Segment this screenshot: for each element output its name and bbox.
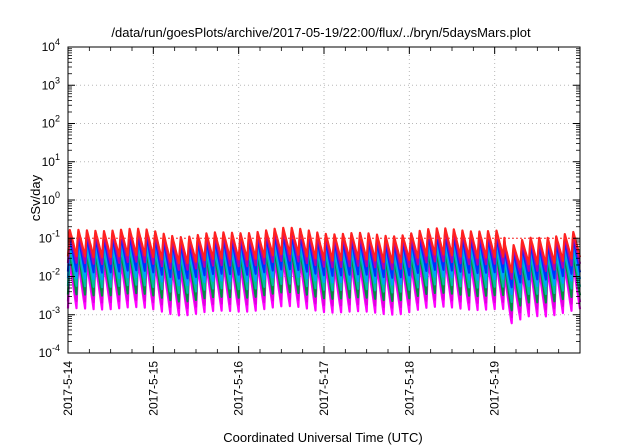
y-tick-label-exponent: 1: [55, 152, 60, 162]
y-tick-label-exponent: 4: [55, 37, 60, 47]
series-line: [66, 248, 582, 312]
x-tick-label: 2017-5-16: [232, 361, 246, 416]
y-axis-label: cSv/day: [28, 174, 43, 221]
plot-frame: [67, 46, 581, 354]
axes: 10-410-310-210-11001011021031042017-5-14…: [39, 37, 581, 416]
y-tick-label-exponent: -1: [52, 228, 60, 238]
x-tick-label: 2017-5-19: [488, 361, 502, 416]
y-tick-label: 10-1: [39, 228, 60, 245]
series-line: [66, 238, 582, 296]
y-tick-label: 102: [42, 114, 60, 131]
series-line: [66, 258, 582, 325]
y-tick-label: 103: [42, 75, 60, 92]
x-tick-label: 2017-5-14: [61, 361, 75, 416]
y-tick-label-exponent: -3: [52, 305, 60, 315]
y-tick-label: 100: [42, 190, 60, 207]
chart-title: /data/run/goesPlots/archive/2017-05-19/2…: [111, 25, 531, 40]
x-tick-label: 2017-5-17: [317, 361, 331, 416]
y-tick-label: 10-4: [39, 343, 60, 360]
series-line: [66, 226, 582, 274]
y-tick-label: 10-2: [39, 267, 60, 284]
series-line: [66, 243, 582, 303]
y-tick-label-exponent: 3: [55, 75, 60, 85]
y-tick-label-exponent: -2: [52, 267, 60, 277]
y-tick-label-exponent: 0: [55, 190, 60, 200]
x-tick-label: 2017-5-15: [146, 361, 160, 416]
x-tick-label: 2017-5-18: [402, 361, 416, 416]
x-axis-label: Coordinated Universal Time (UTC): [223, 430, 422, 445]
y-tick-label: 10-3: [39, 305, 60, 322]
y-tick-label-exponent: -4: [52, 343, 60, 353]
series-line: [66, 253, 582, 319]
series-line: [66, 233, 582, 289]
y-tick-label: 104: [42, 37, 60, 54]
series-line: [66, 229, 582, 280]
y-tick-label-exponent: 2: [55, 114, 60, 124]
y-tick-label: 101: [42, 152, 60, 169]
series-group: [66, 226, 582, 325]
